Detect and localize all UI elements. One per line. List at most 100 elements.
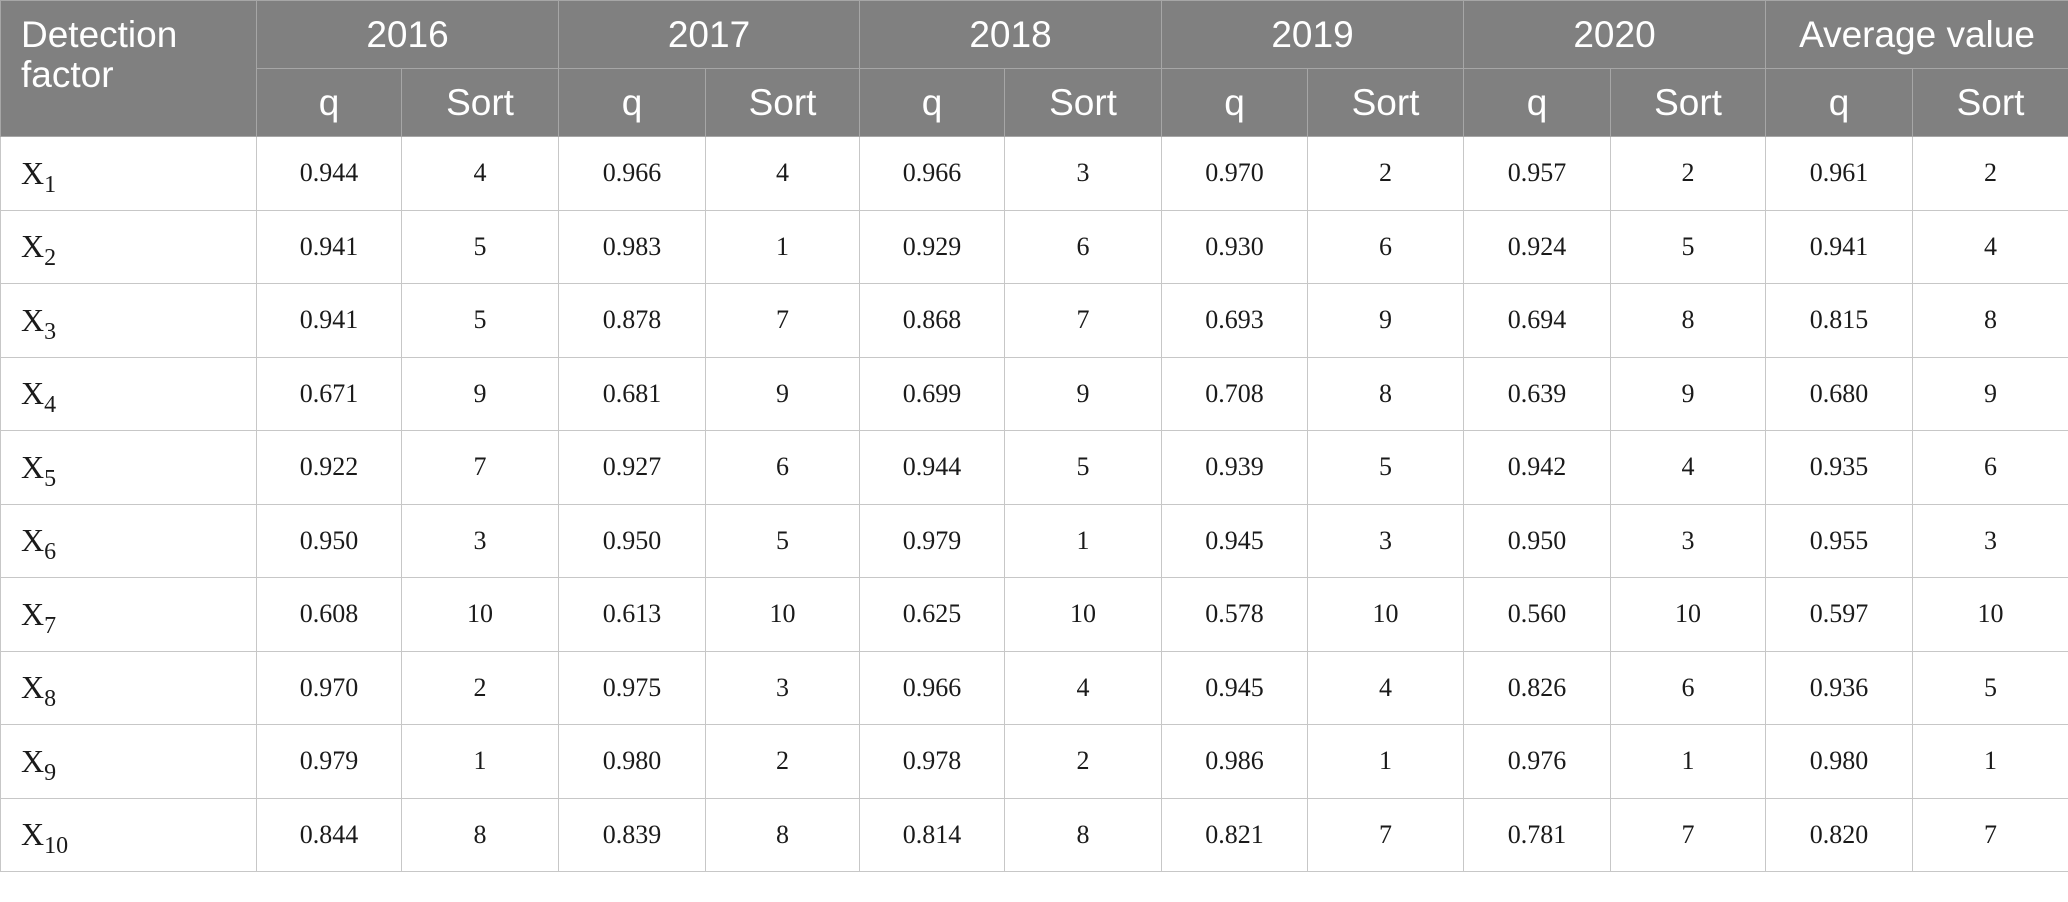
sort-rank-cell: 8 <box>401 797 559 872</box>
q-value-cell: 0.694 <box>1463 283 1611 358</box>
q-value-cell: 0.608 <box>256 577 402 652</box>
table-body: X1 0.944 4 0.966 4 0.966 3 0.970 2 0.957 2 0.961 2 X2… <box>0 136 2068 872</box>
sort-rank-cell: 3 <box>401 503 559 578</box>
sort-rank-cell: 5 <box>401 209 559 284</box>
q-value-cell: 0.966 <box>558 136 706 211</box>
detection-factor-header: Detection factor <box>0 0 257 137</box>
q-value-cell: 0.950 <box>256 503 402 578</box>
sort-rank-cell: 7 <box>1307 797 1464 872</box>
q-value-cell: 0.821 <box>1161 797 1308 872</box>
table-row: X4 0.671 9 0.681 9 0.699 9 0.708 8 0.639 9 0.680 9 <box>0 356 2068 431</box>
q-header: q <box>558 68 706 137</box>
sort-rank-cell: 5 <box>401 283 559 358</box>
q-value-cell: 0.957 <box>1463 136 1611 211</box>
q-value-cell: 0.975 <box>558 650 706 725</box>
q-value-cell: 0.681 <box>558 356 706 431</box>
factor-subscript: 1 <box>44 171 57 198</box>
factor-symbol: X <box>21 375 45 412</box>
sort-rank-cell: 1 <box>1307 724 1464 799</box>
sort-header: Sort <box>1912 68 2068 137</box>
detection-factor-cell: X7 <box>0 577 257 652</box>
q-value-cell: 0.950 <box>1463 503 1611 578</box>
sub-header-row: q Sort q Sort q Sort q Sort q Sort q Sor… <box>1 68 2068 137</box>
sort-rank-cell: 2 <box>705 724 860 799</box>
q-value-cell: 0.924 <box>1463 209 1611 284</box>
q-value-cell: 0.930 <box>1161 209 1308 284</box>
sort-rank-cell: 7 <box>1004 283 1162 358</box>
detection-factor-cell: X3 <box>0 283 257 358</box>
factor-symbol: X <box>21 228 45 265</box>
factor-subscript: 8 <box>44 686 57 713</box>
sort-rank-cell: 1 <box>1004 503 1162 578</box>
sort-rank-cell: 2 <box>401 650 559 725</box>
factor-subscript: 5 <box>44 465 57 492</box>
q-value-cell: 0.945 <box>1161 503 1308 578</box>
sort-rank-cell: 2 <box>1307 136 1464 211</box>
factor-subscript: 7 <box>44 612 57 639</box>
detection-factor-cell: X4 <box>0 356 257 431</box>
table-row: X9 0.979 1 0.980 2 0.978 2 0.986 1 0.976 1 0.980 1 <box>0 724 2068 799</box>
q-value-cell: 0.941 <box>1765 209 1913 284</box>
q-value-cell: 0.979 <box>256 724 402 799</box>
factor-subscript: 2 <box>44 245 57 272</box>
detection-factor-cell: X1 <box>0 136 257 211</box>
sort-rank-cell: 4 <box>705 136 860 211</box>
year-header-row: Detection factor 2016 2017 2018 2019 202… <box>0 0 2068 137</box>
sort-rank-cell: 1 <box>1610 724 1766 799</box>
q-value-cell: 0.922 <box>256 430 402 505</box>
sort-rank-cell: 10 <box>401 577 559 652</box>
q-value-cell: 0.966 <box>859 650 1005 725</box>
sort-rank-cell: 4 <box>1004 650 1162 725</box>
factor-subscript: 3 <box>44 318 57 345</box>
sort-header: Sort <box>1610 68 1766 137</box>
detection-factor-cell: X10 <box>0 797 257 872</box>
q-value-cell: 0.625 <box>859 577 1005 652</box>
table-row: X5 0.922 7 0.927 6 0.944 5 0.939 5 0.942 4 0.935 6 <box>0 430 2068 505</box>
sort-header: Sort <box>1004 68 1162 137</box>
sort-rank-cell: 1 <box>1912 724 2068 799</box>
sort-rank-cell: 5 <box>1912 650 2068 725</box>
sort-rank-cell: 6 <box>1610 650 1766 725</box>
factor-subscript: 6 <box>44 539 57 566</box>
table-row: X2 0.941 5 0.983 1 0.929 6 0.930 6 0.924 5 0.941 4 <box>0 209 2068 284</box>
q-header: q <box>859 68 1005 137</box>
q-value-cell: 0.935 <box>1765 430 1913 505</box>
q-value-cell: 0.839 <box>558 797 706 872</box>
table-row: X3 0.941 5 0.878 7 0.868 7 0.693 9 0.694 8 0.815 8 <box>0 283 2068 358</box>
q-value-cell: 0.941 <box>256 209 402 284</box>
q-value-cell: 0.868 <box>859 283 1005 358</box>
q-value-cell: 0.781 <box>1463 797 1611 872</box>
detection-factor-cell: X5 <box>0 430 257 505</box>
sort-rank-cell: 9 <box>705 356 860 431</box>
year-header-2020: 2020 <box>1463 0 1766 69</box>
detection-factor-cell: X2 <box>0 209 257 284</box>
q-value-cell: 0.815 <box>1765 283 1913 358</box>
q-value-cell: 0.983 <box>558 209 706 284</box>
sort-rank-cell: 8 <box>1307 356 1464 431</box>
detection-factor-cell: X9 <box>0 724 257 799</box>
sort-rank-cell: 5 <box>1004 430 1162 505</box>
q-header: q <box>1161 68 1308 137</box>
sort-rank-cell: 4 <box>1610 430 1766 505</box>
q-value-cell: 0.942 <box>1463 430 1611 505</box>
sort-rank-cell: 1 <box>705 209 860 284</box>
sort-rank-cell: 2 <box>1912 136 2068 211</box>
q-header: q <box>256 68 402 137</box>
q-value-cell: 0.639 <box>1463 356 1611 431</box>
sort-rank-cell: 8 <box>1004 797 1162 872</box>
q-value-cell: 0.976 <box>1463 724 1611 799</box>
q-value-cell: 0.814 <box>859 797 1005 872</box>
sort-header: Sort <box>1307 68 1464 137</box>
q-value-cell: 0.844 <box>256 797 402 872</box>
table-header: Detection factor 2016 2017 2018 2019 202… <box>0 0 2068 137</box>
table-row: X1 0.944 4 0.966 4 0.966 3 0.970 2 0.957 2 0.961 2 <box>0 136 2068 211</box>
q-value-cell: 0.693 <box>1161 283 1308 358</box>
sort-rank-cell: 8 <box>705 797 860 872</box>
q-value-cell: 0.613 <box>558 577 706 652</box>
q-value-cell: 0.955 <box>1765 503 1913 578</box>
factor-symbol: X <box>21 301 45 338</box>
q-value-cell: 0.597 <box>1765 577 1913 652</box>
sort-rank-cell: 6 <box>1912 430 2068 505</box>
q-value-cell: 0.936 <box>1765 650 1913 725</box>
q-value-cell: 0.950 <box>558 503 706 578</box>
